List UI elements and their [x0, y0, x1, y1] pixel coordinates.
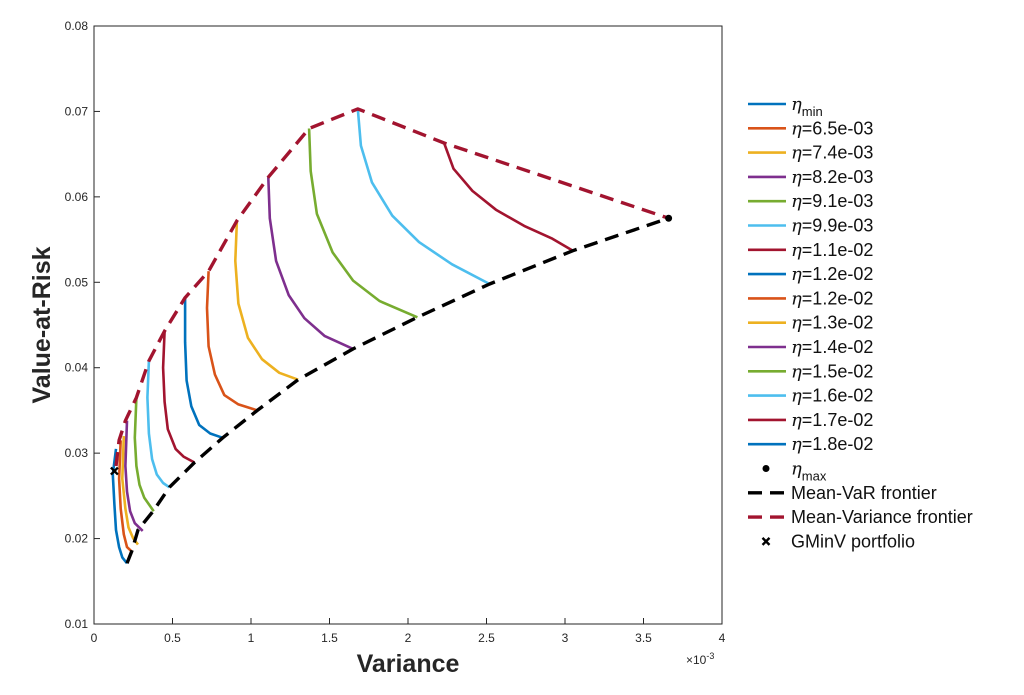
x-tick-label: 1	[248, 631, 255, 645]
series-1-2e-02-7	[183, 297, 224, 440]
y-tick-label: 0.04	[65, 361, 89, 375]
legend-item: η=1.2e-02	[748, 288, 873, 309]
y-axis-ticks: 0.01 0.02 0.03 0.04 0.05 0.06 0.07 0.08	[65, 19, 100, 631]
legend-item: η=8.2e-03	[748, 167, 873, 188]
legend-label: GMinV portfolio	[791, 531, 915, 551]
legend-item: η=1.3e-02	[748, 313, 873, 334]
x-tick-label: 2.5	[478, 631, 495, 645]
x-tick-label: 4	[719, 631, 726, 645]
x-axis-ticks: 0 0.5 1 1.5 2 2.5 3 3.5 4	[91, 618, 726, 645]
legend-label: η=1.6e-02	[791, 386, 873, 407]
legend-item: ηmax	[762, 459, 827, 484]
legend-item: η=1.1e-02	[748, 240, 873, 261]
legend-label: η=9.9e-03	[791, 216, 873, 237]
legend-label: η=9.1e-03	[791, 191, 873, 212]
legend-item: η=1.7e-02	[748, 410, 873, 431]
legend-item: Mean-VaR frontier	[748, 483, 937, 503]
legend-label: η=1.2e-02	[791, 288, 873, 309]
legend-label: η=7.4e-03	[791, 143, 873, 164]
legend-item: η=1.2e-02	[748, 264, 873, 285]
y-tick-label: 0.01	[65, 617, 89, 631]
series-9-1e-03-4	[133, 397, 155, 512]
legend-label: η=1.5e-02	[791, 361, 873, 382]
y-tick-label: 0.06	[65, 190, 89, 204]
legend-label: η=1.4e-02	[791, 337, 873, 358]
legend-label: Mean-VaR frontier	[791, 483, 937, 503]
x-tick-label: 0.5	[164, 631, 181, 645]
series-mean-variance-frontier-17	[114, 107, 670, 467]
series-1-6e-02-12	[356, 108, 491, 286]
legend-label: η=1.3e-02	[791, 313, 873, 334]
eta-max-point	[665, 214, 673, 222]
legend-item: η=1.5e-02	[748, 361, 873, 382]
legend-label: η=1.7e-02	[791, 410, 873, 431]
series-1-3e-02-9	[234, 220, 299, 381]
legend-item: η=9.1e-03	[748, 191, 873, 212]
legend-label: ηmax	[791, 459, 827, 484]
legend-label: η=1.2e-02	[791, 264, 873, 285]
x-tick-label: 2	[405, 631, 412, 645]
legend-dot-marker	[762, 465, 770, 472]
legend-item: η=7.4e-03	[748, 143, 873, 164]
legend-label: η=8.2e-03	[791, 167, 873, 188]
legend-item: η=1.4e-02	[748, 337, 873, 358]
series-mean-var-frontier-16	[125, 216, 670, 564]
series-1-7e-02-13	[442, 142, 574, 252]
plot-area	[93, 25, 723, 625]
x-tick-label: 0	[91, 631, 98, 645]
y-tick-label: 0.07	[65, 104, 89, 118]
legend-label: ηmin	[791, 94, 823, 119]
legend-label: η=1.1e-02	[791, 240, 873, 261]
series-1-4e-02-10	[267, 177, 354, 351]
gminv-portfolio-marker	[110, 466, 119, 476]
curves	[110, 107, 673, 565]
series-8-2e-03-3	[124, 420, 144, 532]
x-tick-label: 3	[562, 631, 569, 645]
series-1-5e-02-11	[307, 128, 418, 319]
legend-label: η=6.5e-03	[791, 118, 873, 139]
series-1-2e-02-8	[205, 271, 258, 412]
legend-item: η=1.8e-02	[748, 434, 873, 455]
series-1-1e-02-6	[161, 330, 196, 464]
x-tick-label: 3.5	[635, 631, 652, 645]
y-tick-label: 0.08	[65, 19, 89, 33]
series-min-0	[111, 448, 129, 565]
y-tick-label: 0.02	[65, 532, 89, 546]
x-axis-exponent: ×10-3	[686, 651, 714, 667]
series-6-5e-03-1	[117, 440, 133, 553]
legend-item: ηmin	[748, 94, 823, 119]
legend-item: Mean-Variance frontier	[748, 507, 973, 527]
x-axis-title: Variance	[357, 650, 460, 678]
legend-x-marker	[761, 537, 771, 546]
legend-label: Mean-Variance frontier	[791, 507, 973, 527]
legend-item: η=9.9e-03	[748, 216, 873, 237]
legend-item: η=6.5e-03	[748, 118, 873, 139]
y-axis-title: Value-at-Risk	[28, 246, 56, 403]
x-tick-label: 1.5	[321, 631, 338, 645]
series-9-9e-03-5	[146, 360, 171, 489]
y-tick-label: 0.05	[65, 275, 89, 289]
y-tick-label: 0.03	[65, 446, 89, 460]
legend-item: GMinV portfolio	[761, 531, 915, 551]
legend-label: η=1.8e-02	[791, 434, 873, 455]
legend-item: η=1.6e-02	[748, 386, 873, 407]
